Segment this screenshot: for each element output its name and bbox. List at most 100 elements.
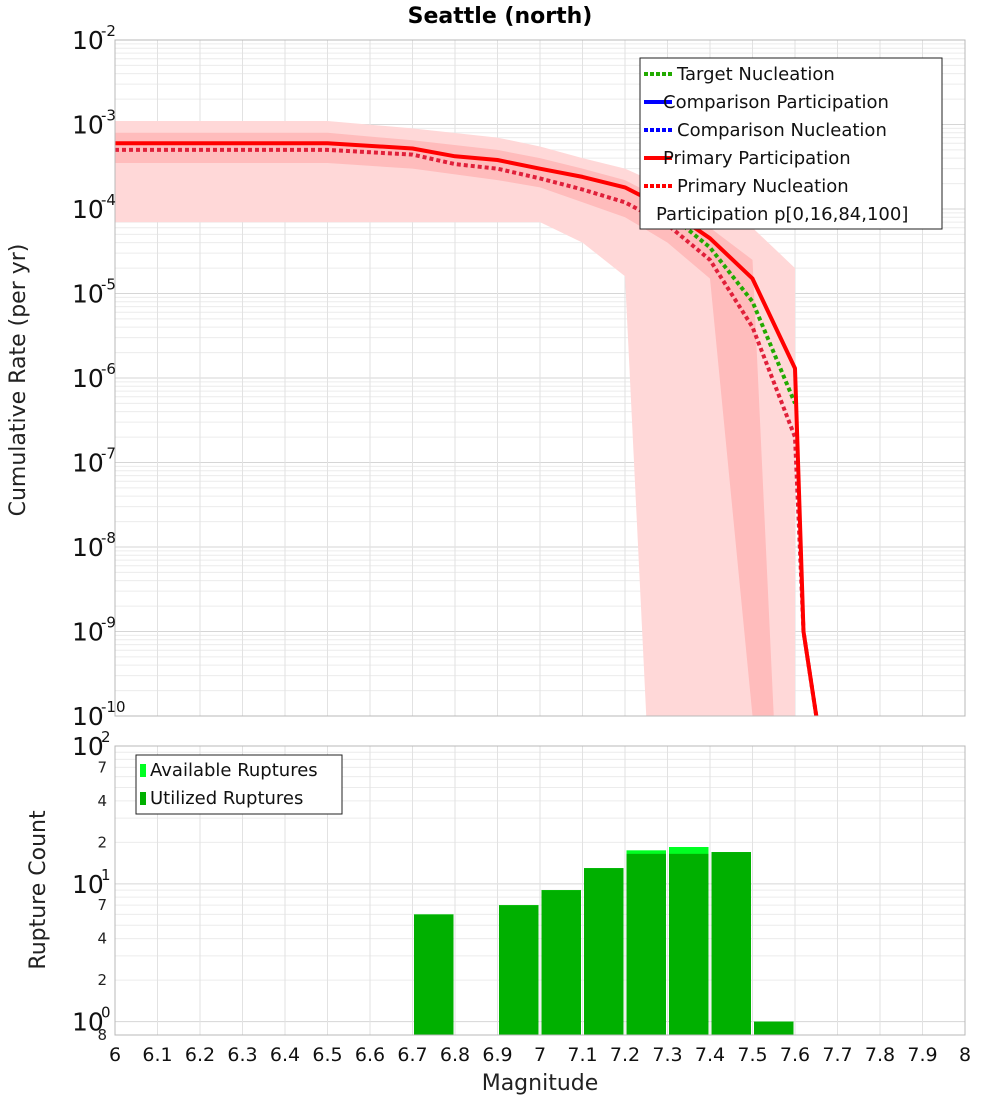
legend-label: Participation p[0,16,84,100] [656,204,908,225]
x-tick-label: 6.2 [185,1044,215,1066]
x-tick-label: 7.7 [822,1044,852,1066]
legend-label: Available Ruptures [150,760,318,781]
bottom-y-minor-tick-label: 2 [97,833,107,851]
svg-text:-8: -8 [101,529,116,547]
svg-text:-10: -10 [101,698,126,716]
svg-text:-7: -7 [101,445,116,463]
x-tick-label: 7.5 [737,1044,767,1066]
bar-utilized [711,852,751,1035]
svg-text:-2: -2 [101,22,116,40]
x-tick-label: 7.2 [610,1044,640,1066]
top-y-tick-label: 10-3 [72,107,116,140]
bottom-y-minor-tick-label: 4 [97,930,107,948]
legend-item: Available Ruptures [140,760,318,781]
legend-label: Target Nucleation [676,64,835,85]
top-y-tick-label: 10-4 [72,191,116,224]
x-tick-label: 6.5 [312,1044,342,1066]
bottom-y-major-tick-label: 100 [72,1004,111,1037]
svg-text:-5: -5 [101,276,116,294]
series-line-target-nucleation [666,211,797,405]
svg-text:10: 10 [72,870,104,899]
svg-text:10: 10 [72,364,104,393]
svg-text:10: 10 [72,26,104,55]
bar-utilized [584,868,624,1035]
svg-text:1: 1 [101,866,111,884]
svg-text:10: 10 [72,449,104,478]
x-tick-label: 6.7 [397,1044,427,1066]
legend-label: Comparison Participation [663,92,889,113]
legend-item: Utilized Ruptures [140,788,303,809]
top-legend-box [639,57,943,230]
legend-item: Target Nucleation [644,64,835,85]
bottom-y-minor-tick-label: 7 [97,896,107,914]
x-tick-label: 8 [959,1044,971,1066]
svg-text:0: 0 [101,1004,111,1022]
x-tick-label: 7.8 [865,1044,895,1066]
svg-text:-9: -9 [101,614,116,632]
x-tick-label: 6.6 [355,1044,385,1066]
svg-text:10: 10 [72,195,104,224]
top-y-tick-label: 10-10 [72,698,126,731]
legend-swatch [140,792,146,805]
bottom-y-minor-tick-label: 8 [97,1026,107,1044]
x-tick-label: 6.3 [227,1044,257,1066]
legend-item: Comparison Participation [644,92,889,113]
svg-text:10: 10 [72,533,104,562]
band-p0-p100 [115,121,795,716]
top-y-tick-label: 10-6 [72,360,116,393]
x-tick-label: 7 [534,1044,546,1066]
chart-title: Seattle (north) [408,4,593,29]
bar-utilized [626,853,666,1035]
x-axis-label: Magnitude [482,1071,599,1096]
x-tick-label: 7.1 [567,1044,597,1066]
svg-text:10: 10 [72,702,104,731]
top-y-tick-label: 10-5 [72,276,116,309]
top-y-tick-label: 10-2 [72,22,116,55]
bar-utilized [669,853,709,1035]
legend-label: Primary Participation [663,148,851,169]
bottom-y-major-tick-label: 101 [72,866,111,899]
x-tick-label: 6.9 [482,1044,512,1066]
legend-label: Primary Nucleation [677,176,849,197]
legend-item: Comparison Nucleation [644,120,887,141]
legend-label: Comparison Nucleation [677,120,887,141]
top-y-tick-label: 10-7 [72,445,116,478]
bottom-y-major-tick-label: 102 [72,728,111,761]
top-y-tick-label: 10-8 [72,529,116,562]
x-tick-label: 7.9 [907,1044,937,1066]
bar-utilized [754,1021,794,1035]
series-line-primary-participation [115,141,819,716]
svg-text:10: 10 [72,732,104,761]
x-tick-label: 7.3 [652,1044,682,1066]
bottom-y-axis-label: Rupture Count [26,810,51,970]
x-tick-label: 7.4 [695,1044,725,1066]
top-grid [114,39,966,717]
x-tick-label: 6.4 [270,1044,300,1066]
bottom-legend: Available Ruptures Utilized Ruptures [135,754,343,815]
bottom-grid [114,746,966,1035]
bar-utilized [499,905,539,1035]
bottom-y-minor-tick-label: 4 [97,792,107,810]
svg-text:-6: -6 [101,360,116,378]
svg-text:-4: -4 [101,191,116,209]
bottom-legend-box [135,754,343,815]
x-tick-label: 6.1 [142,1044,172,1066]
legend-item: Participation p[0,16,84,100] [656,204,908,225]
svg-text:10: 10 [72,618,104,647]
svg-text:-3: -3 [101,107,116,125]
top-legend: Target Nucleation Comparison Participatio… [639,57,943,230]
x-tick-label: 6.8 [440,1044,470,1066]
bottom-y-minor-tick-label: 2 [97,971,107,989]
legend-label: Utilized Ruptures [150,788,303,809]
top-plot-frame [114,39,966,717]
bottom-plot-frame [114,745,966,1036]
svg-text:10: 10 [72,280,104,309]
svg-text:10: 10 [72,1008,104,1037]
x-tick-label: 6 [109,1044,121,1066]
top-plot-area: 10-1010-910-810-710-610-510-410-310-2Tar… [72,22,966,731]
legend-swatch [140,764,146,777]
bar-utilized [541,890,581,1035]
legend-item: Primary Nucleation [644,176,849,197]
